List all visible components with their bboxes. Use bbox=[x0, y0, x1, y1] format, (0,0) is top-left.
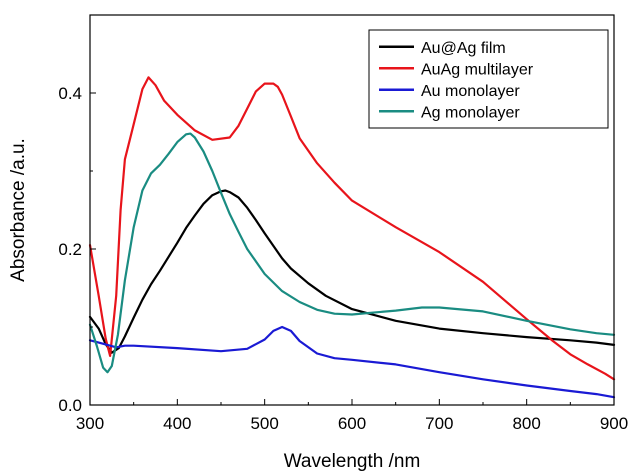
x-tick-label: 800 bbox=[512, 414, 540, 433]
series-layer bbox=[88, 76, 616, 399]
x-tick-label: 700 bbox=[425, 414, 453, 433]
series-line-1 bbox=[88, 76, 616, 381]
legend: Au@Ag film AuAg multilayer Au monolayer Ag … bbox=[368, 29, 609, 129]
x-tick-label: 500 bbox=[250, 414, 278, 433]
ticks-layer: 300 400 500 600 700 800 900 0.0 0.2 0.4 bbox=[58, 84, 628, 433]
x-axis-label: Wavelength /nm bbox=[284, 451, 421, 472]
series-line-2 bbox=[88, 325, 616, 399]
x-tick-label: 600 bbox=[338, 414, 366, 433]
x-tick-label: 900 bbox=[600, 414, 628, 433]
legend-label-3: Ag monolayer bbox=[421, 104, 520, 121]
x-tick-label: 300 bbox=[76, 414, 104, 433]
series-line-3 bbox=[88, 132, 616, 374]
legend-label-0: Au@Ag film bbox=[421, 40, 506, 57]
y-tick-label: 0.4 bbox=[58, 84, 82, 103]
y-tick-label: 0.0 bbox=[58, 396, 82, 415]
legend-label-2: Au monolayer bbox=[421, 83, 520, 100]
legend-label-1: AuAg multilayer bbox=[421, 61, 534, 78]
y-tick-label: 0.2 bbox=[58, 240, 82, 259]
x-tick-label: 400 bbox=[163, 414, 191, 433]
y-axis-label: Absorbance /a.u. bbox=[8, 138, 29, 282]
series-line-0 bbox=[88, 189, 616, 354]
